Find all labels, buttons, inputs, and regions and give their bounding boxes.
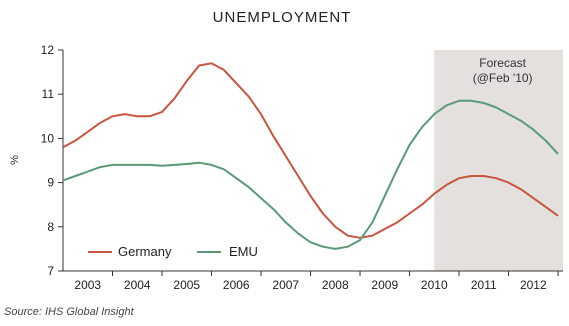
x-tick-label: 2007 bbox=[272, 278, 299, 292]
axes bbox=[62, 50, 563, 272]
x-tick-label: 2008 bbox=[322, 278, 349, 292]
source-note: Source: IHS Global Insight bbox=[4, 306, 135, 318]
y-axis-ticks: 7 8 9 10 11 12 bbox=[41, 43, 63, 278]
y-tick-label: 8 bbox=[47, 220, 54, 234]
x-tick-label: 2010 bbox=[421, 278, 448, 292]
series-layer bbox=[62, 62, 559, 250]
x-tick-label: 2012 bbox=[520, 278, 547, 292]
y-axis-label: % bbox=[9, 155, 21, 165]
forecast-region: Forecast (@Feb '10) bbox=[434, 50, 563, 271]
y-tick-label: 11 bbox=[42, 87, 55, 101]
x-tick-label: 2003 bbox=[74, 278, 101, 292]
forecast-shade bbox=[434, 50, 563, 271]
legend: Germany EMU bbox=[88, 244, 258, 259]
series-line-germany bbox=[62, 62, 559, 239]
x-tick-label: 2004 bbox=[124, 278, 151, 292]
y-tick-label: 9 bbox=[47, 176, 54, 190]
y-tick-label: 12 bbox=[41, 43, 55, 57]
forecast-date-label: (@Feb '10) bbox=[473, 71, 533, 85]
x-tick-label: 2011 bbox=[471, 278, 497, 292]
x-tick-label: 2005 bbox=[173, 278, 200, 292]
legend-label-emu: EMU bbox=[229, 244, 258, 259]
x-tick-label: 2009 bbox=[371, 278, 398, 292]
y-tick-label: 10 bbox=[41, 131, 55, 145]
legend-label-germany: Germany bbox=[118, 244, 172, 259]
chart-title: UNEMPLOYMENT bbox=[213, 9, 352, 26]
x-axis-ticks: 2003 2004 2005 2006 2007 2008 2009 2010 2011 2012 bbox=[74, 271, 559, 292]
y-tick-label: 7 bbox=[47, 264, 54, 278]
x-tick-label: 2006 bbox=[223, 278, 250, 292]
forecast-label: Forecast bbox=[479, 56, 526, 70]
series-line-emu bbox=[62, 99, 559, 250]
